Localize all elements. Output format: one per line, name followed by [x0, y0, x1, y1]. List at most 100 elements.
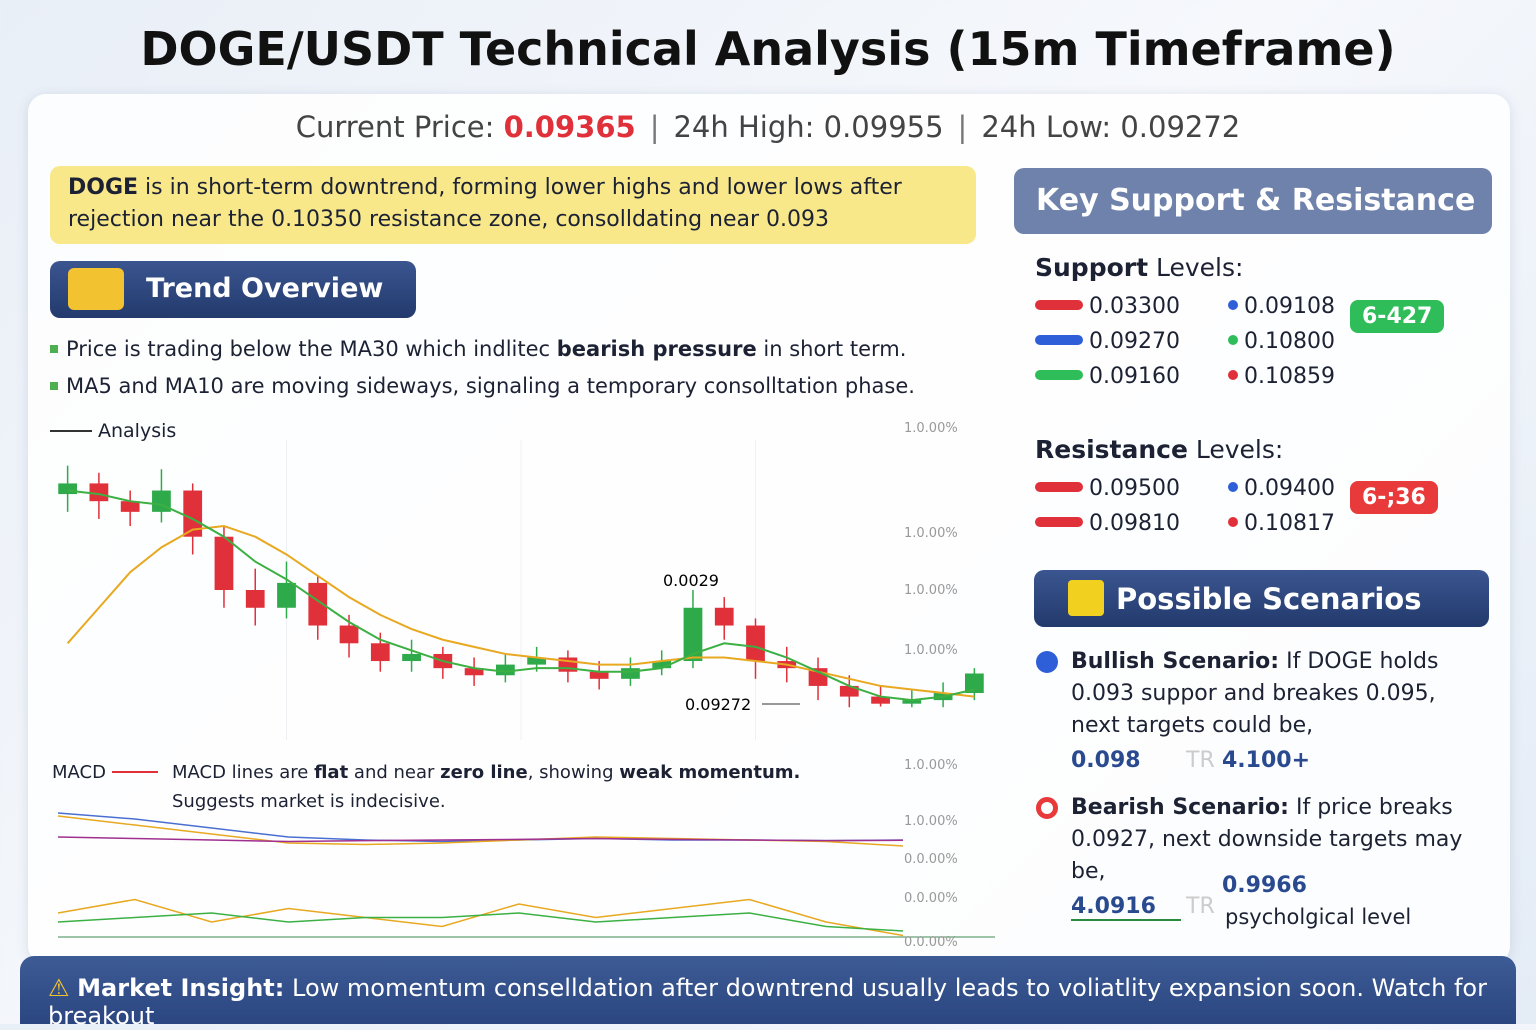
axis-label: 1.0.00%	[904, 758, 958, 773]
candle-body	[89, 483, 109, 502]
t: , showing	[527, 762, 620, 783]
b: Resistance	[1035, 435, 1188, 464]
level: 0.10800	[1228, 329, 1335, 354]
axis-label: 1.0.00%	[904, 814, 958, 829]
candle-body	[839, 685, 859, 697]
axis-label: 0.0.00%	[904, 891, 958, 906]
macd-label: MACD	[52, 762, 166, 783]
b: Support	[1035, 253, 1149, 282]
t: Levels:	[1148, 253, 1244, 282]
level: 0.09810	[1035, 511, 1180, 536]
candle-body	[589, 671, 609, 679]
target: 4.0916	[1071, 894, 1181, 921]
axis-label: 1.0.00%	[904, 583, 958, 598]
macd-line	[57, 812, 904, 843]
label: Current Price:	[295, 110, 495, 144]
ma-line	[66, 525, 975, 698]
bullet: MA5 and MA10 are moving sideways, signal…	[50, 374, 915, 398]
target: 4.100+	[1222, 748, 1311, 773]
macd-note2: Suggests market is indecisive.	[172, 791, 446, 812]
t: MACD lines are	[172, 762, 315, 783]
axis-label: 1.0.00%	[904, 643, 958, 658]
level: 0.10859	[1228, 364, 1335, 389]
macd-line	[57, 912, 904, 932]
level-value: 0.10800	[1244, 329, 1335, 354]
target: 0.098	[1071, 748, 1141, 773]
level: 0.09270	[1035, 329, 1180, 354]
resistance-heading: Resistance Levels:	[1035, 435, 1283, 464]
b: zero line	[440, 762, 528, 783]
summary-text: is in short-term downtrend, forming lowe…	[68, 175, 902, 232]
candle-body	[308, 582, 328, 626]
macd-line	[57, 815, 904, 847]
summary: DOGE is in short-term downtrend, forming…	[50, 166, 976, 244]
bullet: Price is trading below the MA30 which in…	[50, 337, 906, 361]
low: 24h Low: 0.09272	[981, 110, 1241, 144]
level-value: 0.10817	[1244, 511, 1335, 536]
b: Bearish Scenario:	[1071, 795, 1289, 820]
text: Price is trading below the MA30 which in…	[66, 337, 557, 361]
bullish: Bullish Scenario: If DOGE holds 0.093 su…	[1071, 646, 1481, 742]
candle-body	[495, 664, 515, 676]
tr: TR	[1186, 748, 1215, 773]
text: in short term.	[756, 337, 907, 361]
candle-body	[402, 653, 421, 662]
label: MACD	[52, 762, 106, 783]
b: Bullish Scenario:	[1071, 649, 1280, 674]
level-value: 0.09810	[1089, 511, 1180, 536]
footer: ⚠ Market Insight: Low momentum consellda…	[20, 956, 1516, 1030]
level-value: 0.09500	[1089, 476, 1180, 501]
level-value: 0.09270	[1089, 329, 1180, 354]
summary-bold: DOGE	[68, 175, 139, 200]
candle-body	[277, 582, 296, 608]
chart-label: Analysis	[50, 420, 176, 442]
macd-line	[57, 836, 904, 843]
candle-body	[746, 625, 765, 662]
macd-note: MACD lines are flat and near zero line, …	[172, 762, 800, 783]
level: 0.10817	[1228, 511, 1335, 536]
b: weak momentum.	[619, 762, 801, 783]
candle-body	[714, 607, 734, 626]
note: psycholgical level	[1225, 905, 1412, 929]
candle-body	[245, 590, 265, 608]
candle-body	[964, 673, 984, 694]
candle-body	[621, 668, 640, 679]
axis-label: 1.0.00%	[904, 526, 958, 541]
badge: 6-427	[1350, 300, 1445, 333]
candle-body	[652, 661, 672, 669]
ma-line	[67, 489, 975, 702]
candle-body	[339, 625, 359, 644]
candle-body	[370, 643, 390, 662]
bearish: Bearish Scenario: If price breaks 0.0927…	[1071, 792, 1481, 888]
heading: Trend Overview	[146, 273, 384, 304]
t: Levels:	[1187, 435, 1284, 464]
candle-body	[683, 607, 703, 662]
axis-label: 1.0.00%	[904, 421, 958, 436]
text: MA5 and MA10 are moving sideways, signal…	[66, 374, 915, 398]
price-bar: Current Price: 0.09365 | 24h High: 0.09955…	[295, 110, 1241, 144]
candle-body	[58, 483, 78, 495]
level: 0.09400	[1228, 476, 1335, 501]
candle-body	[902, 700, 922, 704]
candle-body	[183, 490, 203, 537]
annotation: 0.09272	[685, 695, 751, 714]
b: Market Insight:	[77, 974, 285, 1002]
level: 0.09108	[1228, 294, 1335, 319]
level-value: 0.09400	[1244, 476, 1335, 501]
heading: Possible Scenarios	[1116, 582, 1422, 616]
tr: TR	[1186, 894, 1215, 919]
level-value: 0.10859	[1244, 364, 1335, 389]
sr-heading: Key Support & Resistance	[1014, 168, 1492, 234]
t: If price breaks 0.0927, next downside ta…	[1071, 795, 1463, 884]
candle-body	[464, 668, 484, 676]
candle-body	[871, 696, 890, 704]
scenarios-heading: Possible Scenarios	[1034, 570, 1489, 627]
level-value: 0.09108	[1244, 294, 1335, 319]
level-value: 0.09160	[1089, 364, 1180, 389]
level: 0.03300	[1035, 294, 1180, 319]
annotation: 0.0029	[663, 571, 719, 590]
level: 0.09500	[1035, 476, 1180, 501]
axis-label: 0.0.00%	[904, 852, 958, 867]
